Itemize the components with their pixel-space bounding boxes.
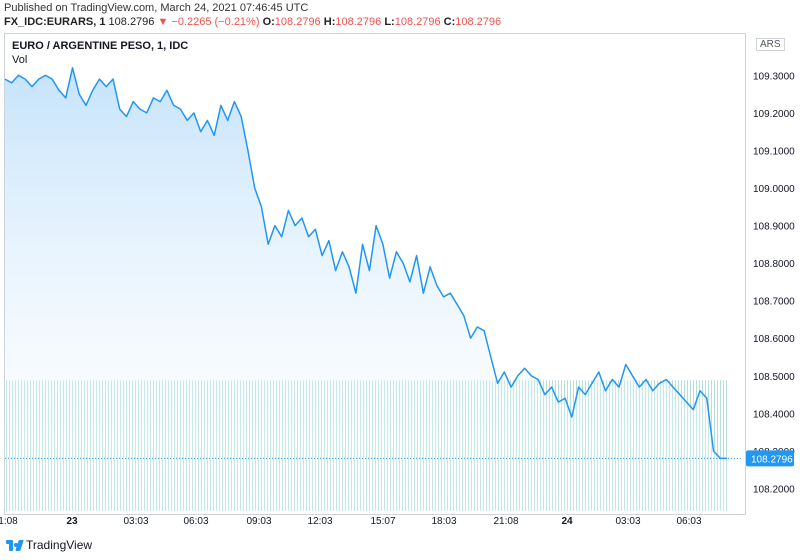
open-label: O: <box>262 16 275 28</box>
volume-bar <box>723 380 724 511</box>
price-tag-label: 108.2796 <box>751 454 793 465</box>
chart-frame[interactable] <box>4 33 746 515</box>
x-tick-label: 03:03 <box>615 516 640 527</box>
y-tick-label: 109.3000 <box>753 71 795 82</box>
x-tick-label: 06:03 <box>183 516 208 527</box>
y-tick-label: 108.9000 <box>753 222 795 233</box>
close-label: C: <box>443 16 456 28</box>
high-value: 108.2796 <box>335 16 382 28</box>
tradingview-icon <box>6 538 24 552</box>
y-tick-label: 108.2000 <box>753 484 795 495</box>
currency-badge: ARS <box>756 38 785 51</box>
y-tick-label: 108.4000 <box>753 409 795 420</box>
x-tick-label: 12:03 <box>307 516 332 527</box>
price-change: ▼ −0.2265 (−0.21%) <box>157 16 260 28</box>
close-value: 108.2796 <box>455 16 502 28</box>
y-tick-label: 108.6000 <box>753 334 795 345</box>
volume-legend-label: Vol <box>12 54 28 66</box>
x-tick-label: 23 <box>66 516 78 527</box>
x-tick-label: 15:07 <box>370 516 395 527</box>
x-tick-label: 21:08 <box>493 516 518 527</box>
tradingview-logo[interactable]: TradingView <box>6 538 92 552</box>
y-tick-label: 108.5000 <box>753 372 795 383</box>
high-label: H: <box>323 16 336 28</box>
chart-legend-title: EURO / ARGENTINE PESO, 1, IDC <box>12 40 189 52</box>
x-tick-label: 03:03 <box>123 516 148 527</box>
x-tick-label: 18:03 <box>431 516 456 527</box>
x-tick-label: 09:03 <box>246 516 271 527</box>
price-tag-box <box>746 450 794 467</box>
price-line <box>4 67 727 460</box>
x-tick-label: 06:03 <box>676 516 701 527</box>
y-tick-label: 109.1000 <box>753 146 795 157</box>
y-tick-label: 108.8000 <box>753 259 795 270</box>
volume-bar <box>720 380 721 511</box>
symbol-name: FX_IDC:EURARS, 1 <box>4 16 106 28</box>
low-value: 108.2796 <box>394 16 441 28</box>
x-tick-label: 1:08 <box>0 516 18 527</box>
y-tick-label: 109.2000 <box>753 109 795 120</box>
tradingview-brand: TradingView <box>26 538 93 552</box>
x-tick-label: 24 <box>561 516 573 527</box>
price-area-fill <box>5 67 727 512</box>
last-price: 108.2796 <box>108 16 155 28</box>
symbol-header: FX_IDC:EURARS, 1 108.2796 ▼ −0.2265 (−0.… <box>4 16 501 28</box>
volume-bar <box>726 380 727 511</box>
open-value: 108.2796 <box>274 16 321 28</box>
volume-bar <box>714 380 715 511</box>
published-note: Published on TradingView.com, March 24, … <box>4 2 309 14</box>
low-label: L: <box>384 16 395 28</box>
y-tick-label: 108.7000 <box>753 297 795 308</box>
y-tick-label: 109.0000 <box>753 184 795 195</box>
volume-bar <box>717 380 718 511</box>
